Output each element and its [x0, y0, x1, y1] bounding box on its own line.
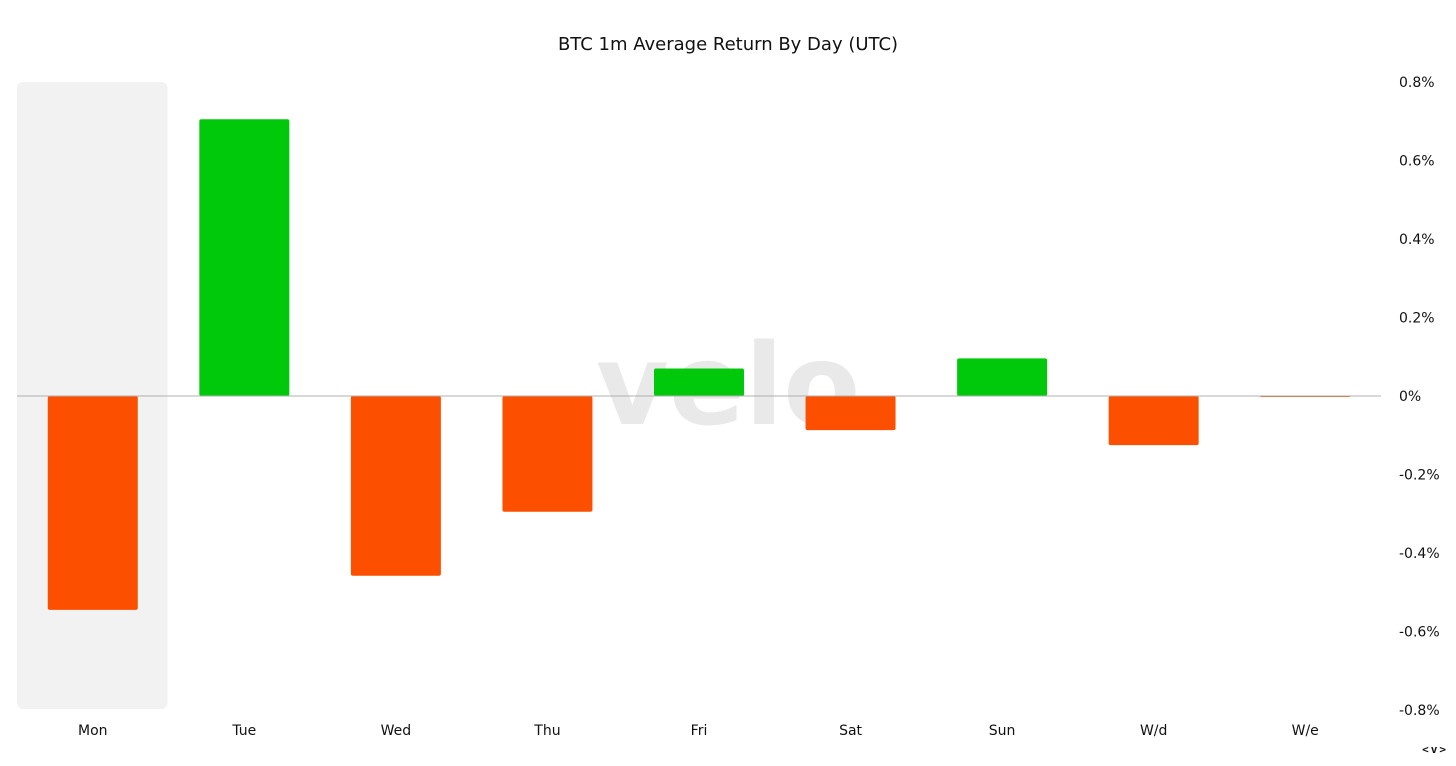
y-tick-label: -0.4% — [1399, 546, 1440, 562]
bar-mon[interactable] — [47, 396, 138, 610]
y-tick-label: 0.8% — [1399, 75, 1435, 91]
bar-wed[interactable] — [350, 396, 441, 576]
x-tick-label: Thu — [533, 723, 560, 739]
bar-tue[interactable] — [199, 119, 290, 396]
y-tick-label: -0.8% — [1399, 703, 1440, 719]
y-tick-label: -0.2% — [1399, 468, 1440, 484]
x-tick-label: Fri — [691, 723, 708, 739]
y-tick-label: -0.6% — [1399, 625, 1440, 641]
x-tick-label: W/e — [1292, 723, 1319, 739]
bar-sun[interactable] — [957, 358, 1048, 396]
bar-w-d[interactable] — [1108, 396, 1199, 446]
y-tick-label: 0% — [1399, 389, 1421, 405]
y-tick-label: 0.6% — [1399, 154, 1435, 170]
y-tick-label: 0.4% — [1399, 232, 1435, 248]
y-tick-label: 0.2% — [1399, 311, 1435, 327]
x-tick-label: Sun — [989, 723, 1016, 739]
chart-title: BTC 1m Average Return By Day (UTC) — [557, 34, 899, 55]
bar-thu[interactable] — [502, 396, 593, 512]
x-tick-label: Wed — [381, 723, 412, 739]
x-tick-label: Mon — [78, 723, 108, 739]
x-tick-label: W/d — [1140, 723, 1167, 739]
x-tick-label: Tue — [231, 723, 256, 739]
x-tick-label: Sat — [839, 723, 862, 739]
scroll-nav-control[interactable]: <v> — [1422, 743, 1448, 756]
bar-sat[interactable] — [805, 396, 896, 431]
bar-fri[interactable] — [654, 368, 744, 396]
